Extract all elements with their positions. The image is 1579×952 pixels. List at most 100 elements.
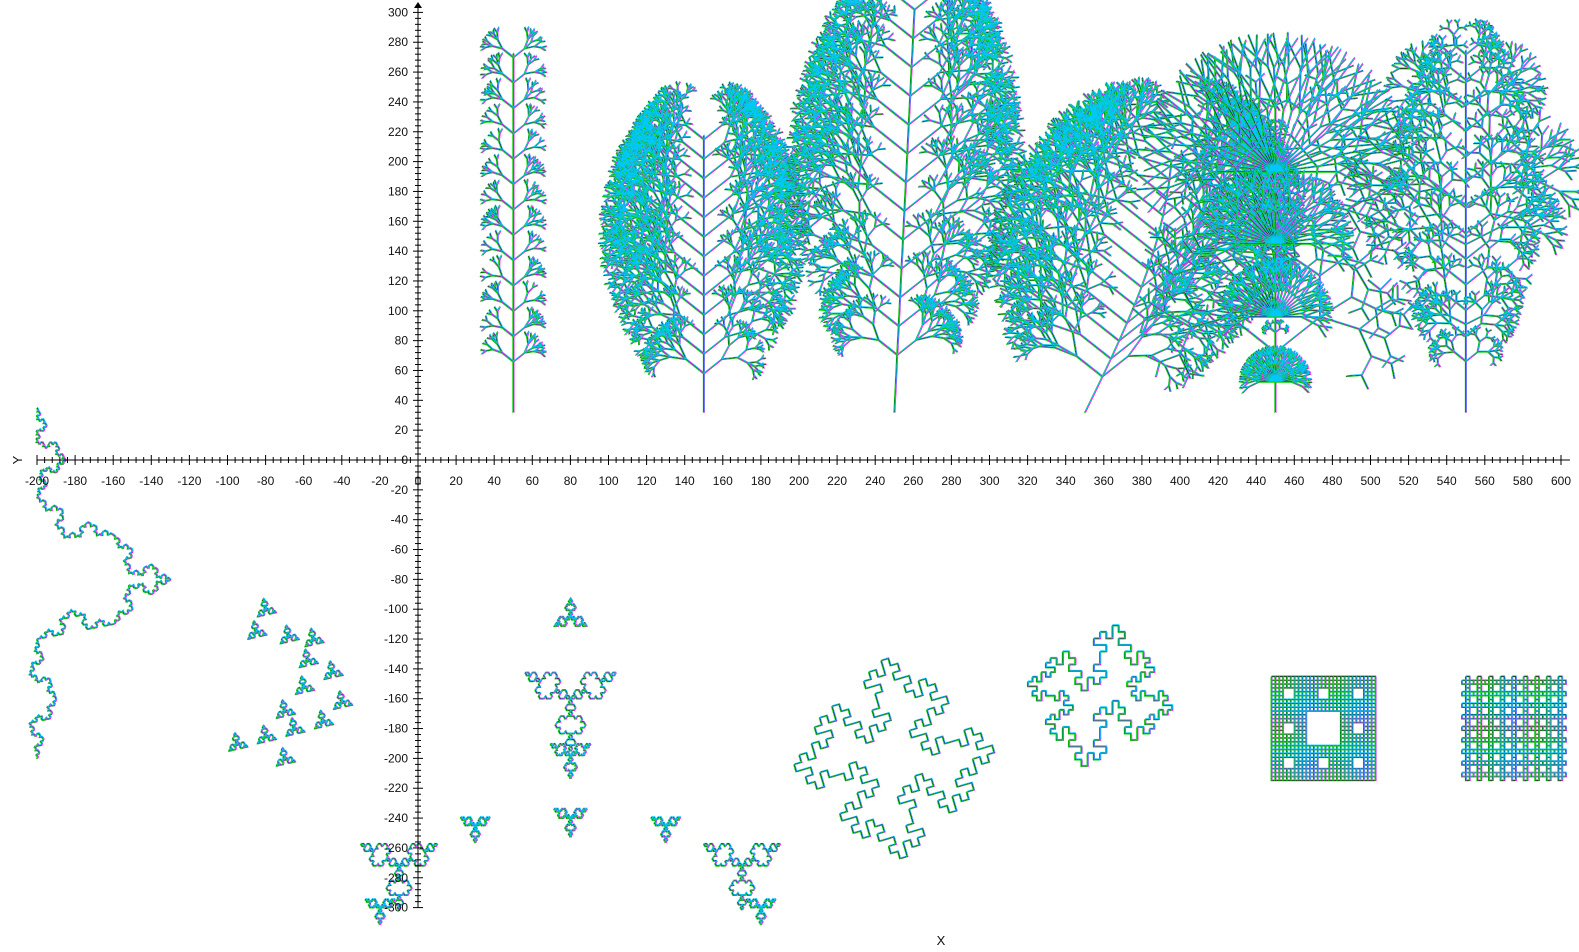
y-axis-title: Y [10,455,25,464]
x-tick-label: 100 [598,474,618,488]
x-tick-label: -160 [101,474,125,488]
x-tick-label: 180 [751,474,771,488]
hex-gosper-stroke [228,597,354,767]
y-tick-label: 200 [388,155,408,169]
x-tick-label: -140 [139,474,163,488]
fractal-stroke [228,598,353,767]
fractal-stroke [480,25,547,412]
curve-box-fractal-b [1461,675,1568,782]
fractal-stroke [1132,31,1415,412]
tree-branches [1343,17,1579,413]
x-tick-label: 400 [1170,474,1190,488]
x-tick-label: -40 [333,474,351,488]
fractal-tree [597,80,811,413]
x-tick-label: 0 [415,474,422,488]
x-tick-label: 600 [1551,474,1571,488]
x-tick-label: 120 [637,474,657,488]
fractal-stroke [794,658,996,860]
y-tick-label: 280 [388,35,408,49]
fractal-stroke [598,80,811,412]
x-tick-label: -120 [177,474,201,488]
x-tick-label: 360 [1094,474,1114,488]
fractal-tree [479,25,548,413]
tree-branches [1131,31,1415,413]
tree-branches [479,25,548,413]
x-tick-label: 140 [675,474,695,488]
fractal-tree [784,0,1028,413]
fractal-stroke [793,658,995,860]
y-tick-label: -160 [384,692,408,706]
y-tick-label: 220 [388,125,408,139]
fractal-stroke [1271,676,1376,781]
tree-branches [784,0,1028,413]
fractal-stroke [359,598,780,926]
koch-snake-stroke [28,406,172,760]
x-tick-label: 60 [526,474,540,488]
y-tick-label: -300 [384,901,408,915]
y-tick-label: -20 [391,483,409,497]
koch-tree-stroke [359,596,782,926]
x-tick-label: -200 [25,474,49,488]
y-tick-label: 80 [395,334,409,348]
x-tick-label: 340 [1056,474,1076,488]
y-tick-label: -120 [384,632,408,646]
fractal-stroke [1461,676,1566,782]
x-tick-label: 440 [1246,474,1266,488]
x-tick-label: -180 [63,474,87,488]
curve-koch-island [1026,624,1174,768]
x-tick-label: 560 [1475,474,1495,488]
curve-box-fractal-a [1270,675,1377,782]
y-tick-label: -220 [384,781,408,795]
x-tick-label: 200 [789,474,809,488]
x-tick-label: 520 [1399,474,1419,488]
fractal-stroke [1271,676,1377,782]
axes: -200 -180 -160 -140 -120 -100 -80 -60 -40 -20 0 20 4… [25,2,1571,915]
fractal-stroke [228,598,353,767]
y-tick-label: -180 [384,722,408,736]
x-tick-label: -20 [371,474,389,488]
y-tick-label: -200 [384,751,408,765]
fractal-stroke [1461,676,1567,781]
fractal-tree [1343,17,1579,413]
fractal-stroke [794,657,996,859]
x-tick-label: -100 [215,474,239,488]
x-tick-label: 300 [979,474,999,488]
y-tick-label: -280 [384,871,408,885]
y-tick-label: 160 [388,214,408,228]
y-tick-label: 300 [388,5,408,19]
x-tick-label: 160 [713,474,733,488]
x-axis-title: X [937,933,946,948]
y-tick-label: 0 [401,453,408,467]
x-tick-label: 460 [1284,474,1304,488]
y-tick-label: 20 [395,423,409,437]
box-fractal-stroke [1270,675,1377,782]
curve-koch-tree [359,596,782,926]
fractal-stroke [29,406,172,758]
fractal-tree [1131,31,1415,413]
fractal-stroke [1462,675,1567,780]
fractal-stroke [785,0,1027,412]
y-tick-label: 180 [388,184,408,198]
fractal-stroke [229,598,354,767]
y-tick-label: -260 [384,841,408,855]
fractal-stroke [1270,676,1376,782]
y-tick-label: -240 [384,811,408,825]
x-tick-label: 420 [1208,474,1228,488]
y-tick-label: 140 [388,244,408,258]
x-tick-label: 260 [903,474,923,488]
box-fractal-stroke [1461,675,1568,782]
x-tick-label: -80 [257,474,275,488]
fractal-stroke [1344,17,1579,412]
fractal-stroke [360,596,781,924]
y-tick-label: 240 [388,95,408,109]
y-tick-label: 60 [395,363,409,377]
y-tick-label: 120 [388,274,408,288]
x-tick-label: 80 [564,474,578,488]
curve-quadratic-koch [793,657,996,860]
fractal-stroke [1027,624,1173,766]
y-tick-label: -100 [384,602,408,616]
y-tick-label: -40 [391,513,409,527]
x-tick-label: 280 [941,474,961,488]
x-tick-label: 380 [1132,474,1152,488]
